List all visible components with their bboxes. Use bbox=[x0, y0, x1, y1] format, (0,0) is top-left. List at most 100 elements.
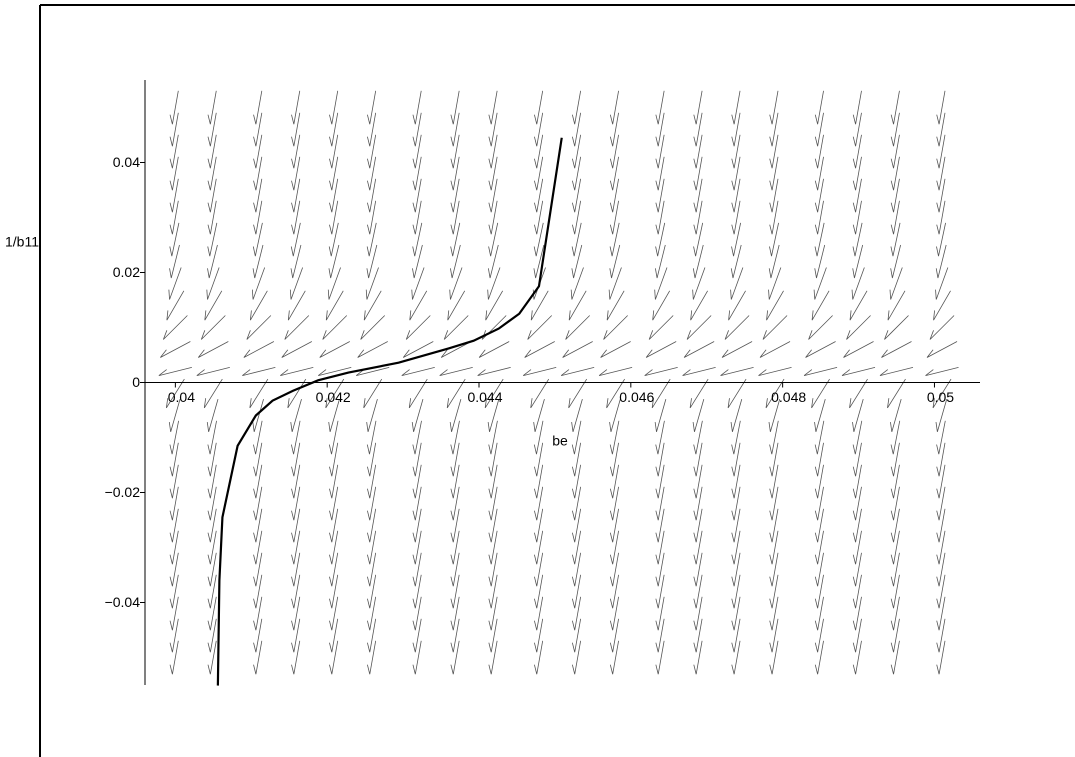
field-arrow bbox=[693, 574, 703, 609]
field-arrow bbox=[609, 222, 620, 257]
field-arrow bbox=[168, 267, 182, 300]
field-arrow bbox=[879, 366, 914, 377]
field-arrow bbox=[207, 442, 217, 477]
field-arrow bbox=[450, 530, 460, 565]
field-arrow bbox=[488, 134, 498, 169]
field-arrow bbox=[568, 378, 588, 409]
field-arrow bbox=[169, 244, 180, 279]
field-arrow bbox=[814, 464, 824, 499]
field-arrow bbox=[890, 90, 900, 125]
field-arrow bbox=[534, 156, 544, 191]
field-arrow bbox=[852, 530, 862, 565]
field-arrow bbox=[363, 290, 382, 321]
field-arrow bbox=[450, 574, 460, 609]
field-arrow bbox=[450, 508, 460, 543]
field-arrow bbox=[769, 618, 779, 653]
field-arrow bbox=[813, 267, 827, 300]
field-arrow bbox=[731, 420, 741, 455]
field-arrow bbox=[936, 222, 946, 257]
field-arrow bbox=[207, 156, 217, 191]
field-arrow bbox=[367, 530, 377, 565]
field-arrow bbox=[769, 442, 779, 477]
field-arrow bbox=[655, 112, 665, 147]
field-arrow bbox=[367, 508, 377, 543]
field-arrow bbox=[329, 552, 339, 587]
y-tick-label: −0.04 bbox=[105, 594, 141, 610]
field-arrow bbox=[412, 640, 422, 675]
field-arrow bbox=[600, 341, 631, 358]
field-arrow bbox=[196, 366, 230, 377]
x-tick-label: 0.04 bbox=[168, 389, 195, 405]
field-arrow bbox=[852, 508, 862, 543]
field-arrow bbox=[769, 156, 779, 191]
field-arrow bbox=[654, 267, 668, 300]
field-arrow bbox=[367, 596, 377, 631]
field-arrow bbox=[253, 178, 263, 213]
field-arrow bbox=[290, 420, 301, 455]
y-axis-label: 1/b11 bbox=[5, 234, 39, 250]
field-arrow bbox=[814, 222, 825, 257]
field-arrow bbox=[325, 290, 344, 321]
field-arrow bbox=[814, 508, 824, 543]
field-arrow bbox=[206, 267, 220, 300]
field-arrow bbox=[852, 618, 862, 653]
field-arrow bbox=[291, 552, 301, 587]
field-arrow bbox=[571, 244, 583, 279]
field-arrow bbox=[890, 640, 900, 675]
field-arrow bbox=[366, 399, 378, 432]
field-arrow bbox=[200, 315, 226, 340]
field-arrow bbox=[890, 156, 900, 191]
field-arrow bbox=[360, 315, 386, 340]
field-arrow bbox=[367, 464, 377, 499]
field-arrow bbox=[609, 530, 619, 565]
field-arrow bbox=[571, 399, 583, 432]
field-arrow bbox=[450, 552, 460, 587]
field-arrow bbox=[329, 442, 339, 477]
field-arrow bbox=[935, 399, 948, 432]
field-arrow bbox=[450, 156, 460, 191]
field-arrow bbox=[603, 315, 628, 340]
field-arrow bbox=[936, 464, 946, 499]
field-arrow bbox=[655, 420, 665, 455]
field-arrow bbox=[852, 640, 862, 675]
field-arrow bbox=[936, 640, 946, 675]
field-arrow bbox=[534, 464, 544, 499]
field-arrow bbox=[411, 267, 425, 300]
field-arrow bbox=[730, 399, 743, 432]
field-arrow bbox=[731, 464, 741, 499]
field-arrow bbox=[890, 552, 900, 587]
field-arrow bbox=[655, 442, 665, 477]
field-arrow bbox=[290, 222, 301, 257]
field-arrow bbox=[571, 156, 582, 191]
field-arrow bbox=[762, 315, 788, 340]
field-arrow bbox=[329, 90, 339, 125]
field-arrow bbox=[606, 378, 625, 409]
field-arrow bbox=[765, 378, 785, 409]
field-arrow bbox=[693, 134, 703, 169]
field-arrow bbox=[562, 341, 593, 358]
field-arrow bbox=[206, 399, 219, 432]
field-arrow bbox=[814, 574, 824, 609]
field-arrow bbox=[693, 552, 703, 587]
field-arrow bbox=[367, 552, 377, 587]
field-arrow bbox=[249, 378, 269, 409]
field-arrow bbox=[814, 156, 824, 191]
field-arrow bbox=[253, 442, 263, 477]
field-arrow bbox=[890, 420, 901, 455]
field-arrow bbox=[608, 267, 622, 300]
field-arrow bbox=[731, 156, 741, 191]
field-arrow bbox=[644, 366, 678, 377]
field-arrow bbox=[852, 486, 862, 521]
field-arrow bbox=[355, 366, 390, 377]
field-arrow bbox=[814, 90, 824, 125]
field-arrow bbox=[280, 366, 314, 377]
field-arrow bbox=[284, 315, 310, 340]
field-arrow bbox=[758, 366, 792, 377]
field-arrow bbox=[814, 442, 824, 477]
field-arrow bbox=[291, 486, 301, 521]
field-arrow bbox=[412, 90, 422, 125]
field-arrow bbox=[852, 156, 862, 191]
field-arrow bbox=[692, 267, 706, 300]
field-arrow bbox=[655, 134, 665, 169]
field-arrow bbox=[291, 112, 301, 147]
